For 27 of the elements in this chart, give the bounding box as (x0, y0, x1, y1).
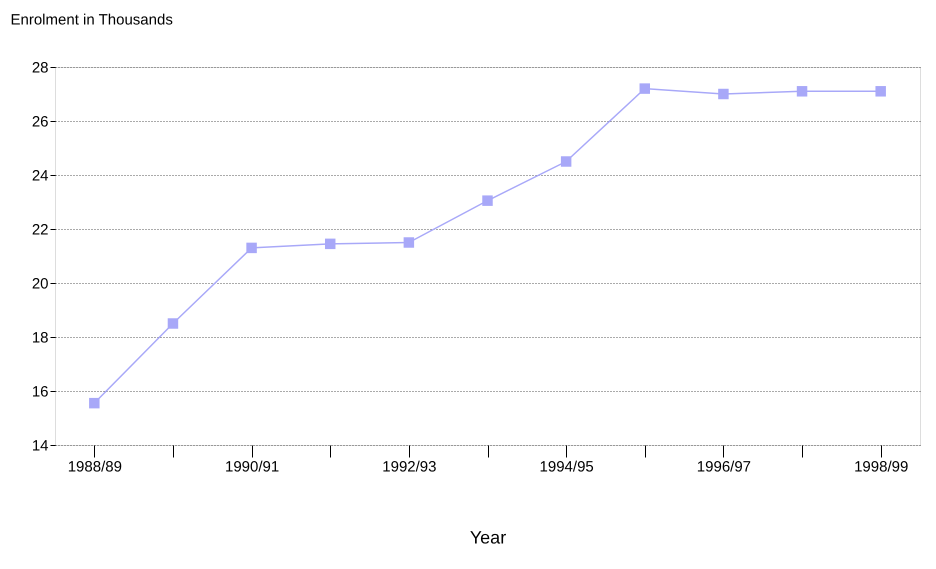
point (482, 195, 493, 206)
x-tick-label: 1988/89 (68, 458, 122, 476)
y-tick-label: 28 (32, 60, 48, 76)
point (89, 398, 100, 408)
x-axis-title: Year (470, 528, 506, 548)
y-tick-label: 24 (32, 168, 48, 184)
x-tick-label: 1994/95 (540, 458, 594, 476)
y-axis-title: Enrolment in Thousands (10, 12, 173, 28)
x-tick-label: 1996/97 (696, 458, 752, 476)
y-tick-label: 16 (32, 384, 48, 400)
x-tick-label: 1990/91 (224, 458, 280, 476)
y-tick-label: 26 (32, 114, 48, 130)
point (718, 88, 729, 100)
y-tick-label: 18 (32, 330, 48, 346)
y-tick-label: 22 (32, 222, 48, 238)
x-tick-label: 1998/99 (854, 458, 908, 476)
point (246, 242, 257, 254)
point (168, 318, 178, 329)
point (640, 83, 650, 94)
y-tick-label: 20 (32, 276, 48, 292)
point (560, 156, 572, 167)
x-tick-label: 1992/93 (382, 458, 436, 476)
point (324, 238, 336, 250)
point (875, 86, 886, 97)
point (404, 237, 414, 248)
point (796, 86, 808, 97)
y-tick-label: 14 (32, 438, 48, 454)
